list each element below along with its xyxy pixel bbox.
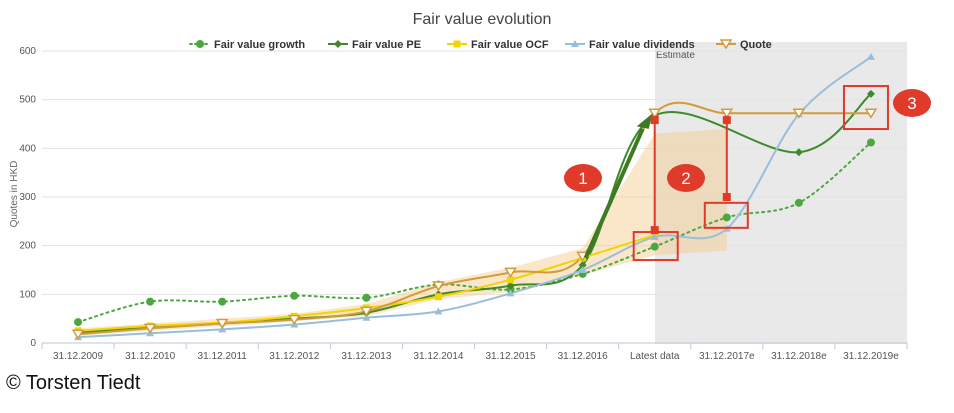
legend: Fair value growth Fair value PE Fair value… bbox=[189, 39, 772, 51]
data-point bbox=[866, 89, 875, 98]
data-point bbox=[434, 293, 442, 301]
estimate-region bbox=[655, 42, 907, 344]
annotation-badge bbox=[667, 164, 705, 192]
annotation-number: 2 bbox=[681, 169, 690, 188]
connector-end bbox=[722, 193, 731, 201]
data-point bbox=[432, 281, 445, 292]
annotation-number: 3 bbox=[907, 94, 916, 113]
connector-end bbox=[650, 116, 659, 125]
x-tick-label: 31.12.2009 bbox=[53, 351, 103, 362]
legend-label: Fair value OCF bbox=[471, 39, 549, 51]
data-point bbox=[218, 297, 227, 306]
y-tick-label: 200 bbox=[19, 241, 36, 252]
fair-value-chart: Fair value evolution Estimate 0 100 200 300… bbox=[9, 11, 931, 362]
legend-label: Quote bbox=[740, 39, 772, 51]
y-tick-label: 400 bbox=[19, 143, 36, 154]
x-tick-label: 31.12.2010 bbox=[125, 351, 175, 362]
data-point bbox=[362, 313, 371, 321]
x-tick-label: 31.12.2016 bbox=[558, 351, 608, 362]
data-point bbox=[504, 267, 517, 278]
legend-marker bbox=[196, 40, 204, 48]
annotation-badge bbox=[564, 164, 602, 192]
data-point bbox=[215, 318, 229, 329]
legend-marker bbox=[334, 40, 342, 48]
data-point bbox=[794, 198, 803, 207]
data-point bbox=[794, 148, 803, 157]
estimate-label: Estimate bbox=[656, 50, 695, 61]
x-tick-label: 31.12.2017e bbox=[699, 351, 755, 362]
x-tick-label: 31.12.2013 bbox=[341, 351, 391, 362]
y-tick-label: 600 bbox=[19, 46, 36, 57]
x-tick-label: 31.12.2019e bbox=[843, 351, 899, 362]
x-tick-label: 31.12.2015 bbox=[486, 351, 536, 362]
x-tick-label: 31.12.2011 bbox=[198, 351, 248, 362]
data-point bbox=[722, 213, 731, 222]
axes: 31.12.2009 31.12.2010 31.12.2011 31.12.2012… bbox=[41, 342, 908, 362]
connector-end bbox=[722, 116, 731, 125]
legend-label: Fair value growth bbox=[214, 39, 305, 51]
y-tick-label: 0 bbox=[30, 338, 36, 349]
data-point bbox=[578, 266, 587, 273]
x-tick-label: Latest data bbox=[630, 351, 680, 362]
data-point bbox=[146, 297, 155, 306]
legend-marker bbox=[453, 40, 461, 48]
highlight-box bbox=[703, 201, 749, 229]
y-tick-label: 100 bbox=[19, 289, 36, 300]
x-tick-label: 31.12.2018e bbox=[771, 351, 827, 362]
legend-marker bbox=[719, 39, 733, 50]
data-point bbox=[506, 281, 515, 290]
data-point bbox=[434, 307, 443, 315]
data-point bbox=[74, 318, 83, 327]
data-point bbox=[71, 329, 85, 340]
data-point bbox=[720, 108, 734, 119]
annotation-overlay: 1 2 3 bbox=[564, 85, 931, 262]
arrow-head bbox=[636, 113, 653, 129]
data-point bbox=[792, 108, 806, 119]
data-point bbox=[578, 261, 587, 270]
data-point bbox=[650, 242, 659, 251]
data-point bbox=[648, 108, 662, 119]
chart-title: Fair value evolution bbox=[413, 11, 552, 28]
x-tick-label: 31.12.2014 bbox=[413, 351, 463, 362]
annotation-number: 1 bbox=[578, 169, 587, 188]
y-tick-label: 500 bbox=[19, 95, 36, 106]
data-point bbox=[507, 276, 515, 284]
data-point bbox=[650, 232, 659, 240]
data-point bbox=[866, 138, 875, 147]
y-axis-label: Quotes in HKD bbox=[9, 161, 20, 228]
legend-label: Fair value dividends bbox=[589, 39, 695, 51]
highlight-box bbox=[842, 85, 889, 131]
connector-end bbox=[650, 226, 659, 235]
data-point bbox=[360, 306, 373, 317]
annotation-badge bbox=[893, 89, 931, 117]
data-point bbox=[866, 52, 875, 60]
y-tick-label: 300 bbox=[19, 192, 36, 203]
data-point bbox=[506, 289, 515, 297]
legend-marker bbox=[571, 40, 579, 47]
data-point bbox=[864, 108, 878, 119]
series-markers bbox=[71, 52, 878, 341]
data-point bbox=[287, 314, 301, 326]
data-point bbox=[290, 291, 299, 300]
x-tick-label: 31.12.2012 bbox=[269, 351, 319, 362]
copyright-text: © Torsten Tiedt bbox=[6, 372, 141, 394]
highlight-box bbox=[632, 231, 679, 262]
data-point bbox=[143, 323, 157, 334]
arrow-shaft bbox=[583, 128, 645, 259]
legend-label: Fair value PE bbox=[352, 39, 421, 51]
data-point bbox=[362, 293, 371, 302]
